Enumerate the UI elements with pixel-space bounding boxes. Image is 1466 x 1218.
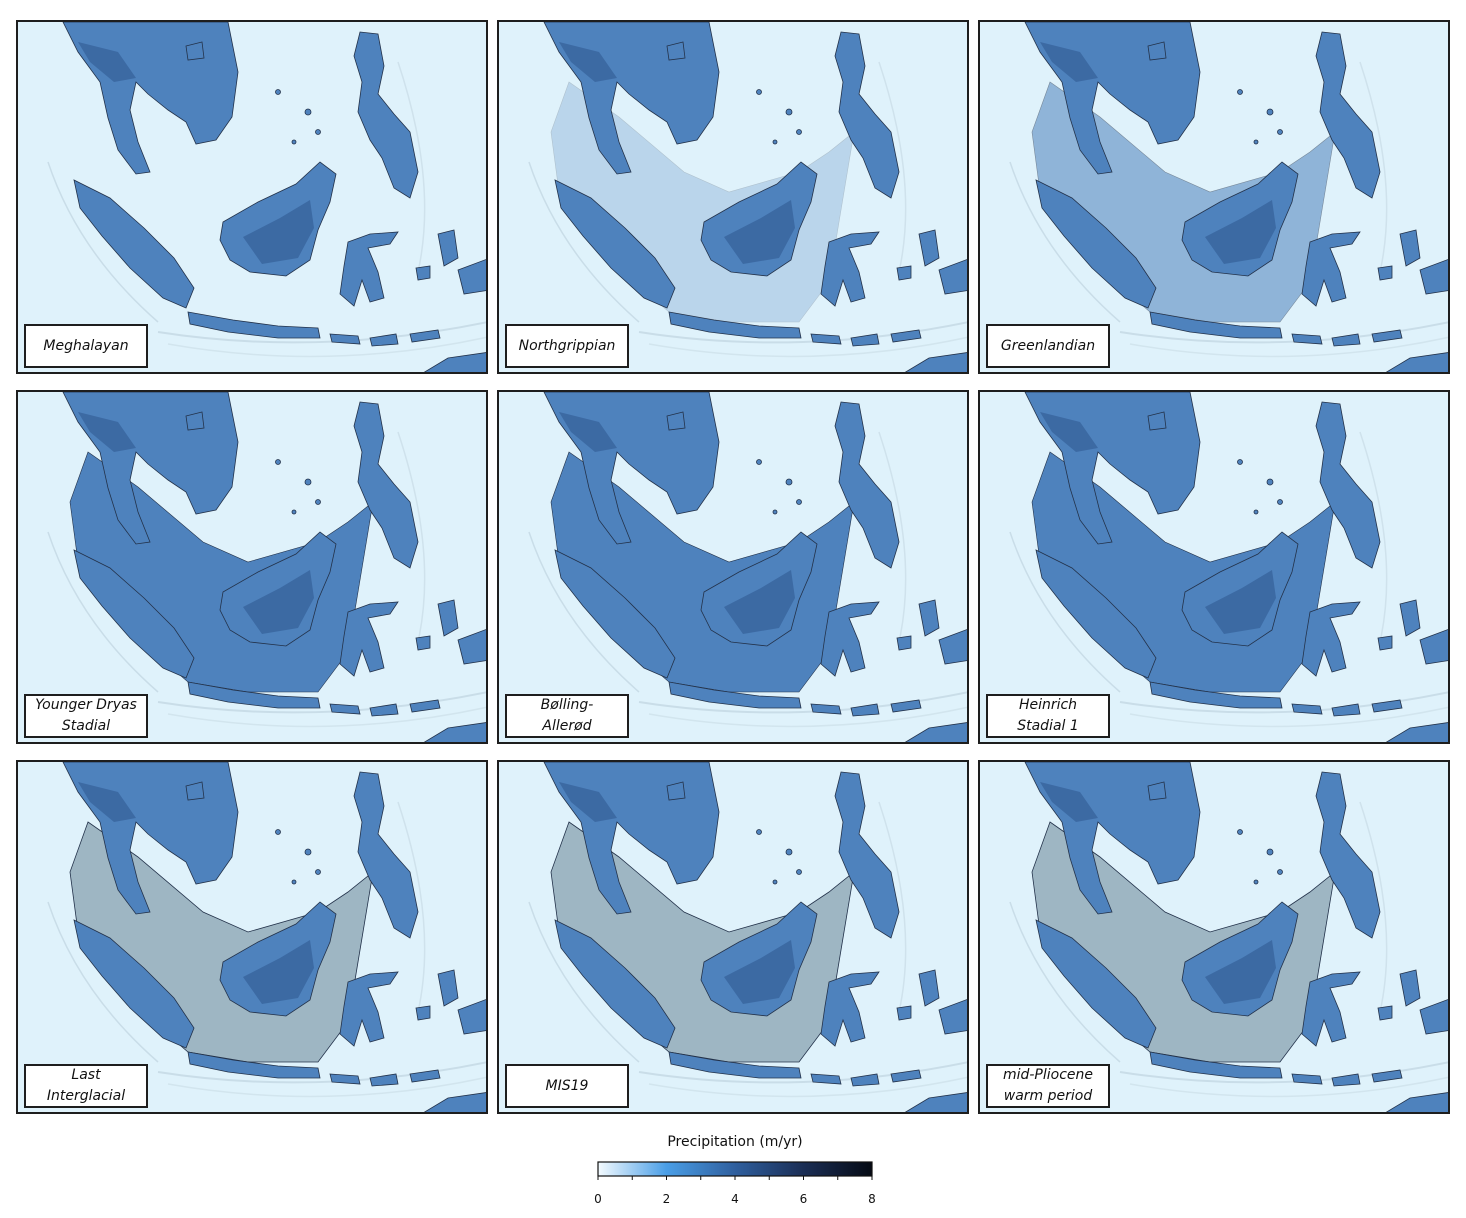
colorbar-tick-label: 2 [662, 1192, 671, 1206]
precipitation-map [18, 392, 486, 742]
sumatra-island [73, 919, 195, 1049]
borneo-island [1181, 901, 1299, 1017]
period-label: Greenlandian [986, 324, 1110, 368]
map-panel-9: mid-Pliocene warm period [978, 760, 1450, 1114]
philippines-islands [834, 31, 900, 199]
philippines-islands [353, 771, 419, 939]
period-label: Meghalayan [24, 324, 148, 368]
precipitation-map [499, 762, 967, 1112]
period-label: Northgrippian [505, 324, 629, 368]
java-island [187, 681, 321, 709]
legend-colorbar [597, 1161, 873, 1180]
borneo-island [219, 161, 337, 277]
java-island [187, 1051, 321, 1079]
sumatra-island [554, 549, 676, 679]
map-panel-4: Younger Dryas Stadial [16, 390, 488, 744]
precipitation-map [980, 22, 1448, 372]
java-island [668, 681, 802, 709]
map-panel-6: Heinrich Stadial 1 [978, 390, 1450, 744]
precipitation-map [980, 392, 1448, 742]
philippines-islands [1315, 771, 1381, 939]
java-island [1149, 681, 1283, 709]
philippines-islands [834, 401, 900, 569]
borneo-island [700, 161, 818, 277]
sulawesi-island [339, 601, 399, 677]
colorbar-tick-label: 4 [731, 1192, 739, 1206]
map-panel-8: MIS19 [497, 760, 969, 1114]
philippines-islands [353, 401, 419, 569]
sumatra-island [554, 919, 676, 1049]
period-label: Younger Dryas Stadial [24, 694, 148, 738]
borneo-island [1181, 161, 1299, 277]
borneo-island [700, 531, 818, 647]
legend-title: Precipitation (m/yr) [667, 1134, 803, 1150]
philippines-islands [834, 771, 900, 939]
map-panel-2: Northgrippian [497, 20, 969, 374]
colorbar-tick-label: 8 [868, 1192, 876, 1206]
philippines-islands [353, 31, 419, 199]
philippines-islands [1315, 401, 1381, 569]
precipitation-legend: Precipitation (m/yr) 0 2 4 6 8 [560, 1130, 910, 1218]
borneo-island [219, 901, 337, 1017]
sumatra-island [73, 549, 195, 679]
colorbar-gradient [597, 1161, 873, 1177]
sumatra-island [554, 179, 676, 309]
map-panel-7: Last Interglacial [16, 760, 488, 1114]
map-panel-1: Meghalayan [16, 20, 488, 374]
precipitation-map [499, 392, 967, 742]
java-island [668, 311, 802, 339]
period-label: mid-Pliocene warm period [986, 1064, 1110, 1108]
map-panel-5: Bølling- Allerød [497, 390, 969, 744]
precipitation-map [18, 22, 486, 372]
sulawesi-island [820, 231, 880, 307]
sulawesi-island [339, 231, 399, 307]
sulawesi-island [820, 601, 880, 677]
sulawesi-island [339, 971, 399, 1047]
precipitation-map [980, 762, 1448, 1112]
colorbar-tick-label: 0 [594, 1192, 602, 1206]
java-island [1149, 311, 1283, 339]
borneo-island [700, 901, 818, 1017]
sulawesi-island [1301, 601, 1361, 677]
java-island [187, 311, 321, 339]
sumatra-island [1035, 549, 1157, 679]
precipitation-map [18, 762, 486, 1112]
sumatra-island [1035, 179, 1157, 309]
period-label: Bølling- Allerød [505, 694, 629, 738]
sumatra-island [73, 179, 195, 309]
colorbar-tick-label: 6 [799, 1192, 808, 1206]
period-label: MIS19 [505, 1064, 629, 1108]
java-island [668, 1051, 802, 1079]
period-label: Last Interglacial [24, 1064, 148, 1108]
borneo-island [1181, 531, 1299, 647]
map-panel-3: Greenlandian [978, 20, 1450, 374]
sulawesi-island [1301, 971, 1361, 1047]
sulawesi-island [1301, 231, 1361, 307]
borneo-island [219, 531, 337, 647]
sulawesi-island [820, 971, 880, 1047]
philippines-islands [1315, 31, 1381, 199]
precipitation-map [499, 22, 967, 372]
sumatra-island [1035, 919, 1157, 1049]
java-island [1149, 1051, 1283, 1079]
period-label: Heinrich Stadial 1 [986, 694, 1110, 738]
